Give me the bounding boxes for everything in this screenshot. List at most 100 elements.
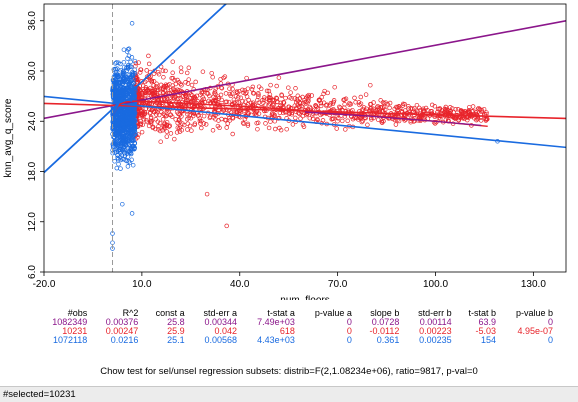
data-point [438, 116, 443, 122]
data-point [118, 166, 123, 171]
data-point [131, 107, 136, 113]
data-point [224, 125, 229, 130]
data-point [279, 92, 284, 97]
stats-header-cell: const a [155, 308, 185, 318]
data-point [130, 94, 136, 100]
data-point [234, 89, 240, 94]
data-point [199, 125, 204, 131]
data-point [375, 117, 381, 122]
data-point [200, 69, 206, 74]
data-point [152, 92, 158, 97]
data-point [176, 111, 181, 117]
data-point [467, 104, 472, 110]
data-point [170, 70, 175, 76]
stats-cell: 0.0216 [110, 335, 139, 345]
data-point [380, 100, 386, 105]
data-point [251, 91, 257, 96]
stats-header-cell: std-err a [203, 308, 237, 318]
data-point [228, 93, 233, 99]
data-point [136, 95, 142, 100]
stats-cell: 4.95e-07 [517, 326, 553, 336]
data-point [276, 75, 282, 80]
data-point [154, 100, 160, 106]
data-point [240, 120, 246, 126]
data-point [309, 93, 315, 98]
data-point [177, 119, 183, 125]
data-point [155, 119, 161, 124]
data-point [201, 113, 207, 119]
data-point [131, 146, 137, 152]
stats-header-cell: p-value a [314, 308, 352, 318]
stats-cell: 154 [480, 335, 496, 345]
regression-line [44, 4, 228, 174]
stats-header-cell: R^2 [122, 308, 139, 318]
data-point [394, 104, 399, 110]
data-point [246, 111, 251, 116]
data-point [288, 90, 293, 95]
data-point [192, 97, 197, 102]
regression-lines [44, 4, 566, 272]
data-point [429, 102, 435, 108]
stats-cell: 0 [547, 317, 553, 327]
data-point [132, 127, 137, 132]
data-point [148, 114, 154, 120]
data-point [117, 109, 123, 114]
data-point [162, 112, 167, 118]
data-point [410, 106, 415, 112]
data-point [459, 108, 464, 114]
data-point [470, 104, 476, 109]
data-point [369, 117, 374, 122]
data-point [485, 116, 490, 122]
data-point [310, 116, 316, 122]
data-point [272, 112, 278, 118]
stats-header-cell: t-stat b [468, 308, 496, 318]
data-point [124, 151, 130, 156]
regression-stats-table: #obs R^2 const a std-err a t-stat a p-value a… [36, 309, 556, 345]
data-point [162, 84, 167, 89]
data-point [400, 103, 406, 108]
data-point [129, 211, 135, 216]
data-point [241, 90, 246, 96]
data-point [217, 125, 222, 131]
scatter-plot[interactable]: -20.0 10.0 40.0 70.0 100.0 130.0 6.0 12.0 18.0 24… [0, 0, 578, 300]
data-point [155, 85, 160, 91]
data-point [140, 83, 146, 89]
stats-cell: 25.1 [167, 335, 185, 345]
data-point [443, 104, 449, 110]
x-tick-label: 130.0 [521, 279, 546, 290]
data-point [272, 98, 277, 103]
data-point [164, 119, 170, 125]
data-point [168, 131, 174, 136]
data-point [130, 128, 136, 134]
data-point [121, 92, 127, 98]
chow-test-text: Chow test for sel/unsel regression subse… [100, 366, 478, 377]
data-point [115, 152, 120, 158]
data-point [299, 104, 304, 109]
data-point [186, 65, 192, 71]
data-point [318, 103, 324, 109]
data-point [175, 77, 180, 83]
data-point [245, 123, 251, 128]
data-point [117, 82, 123, 87]
data-point [169, 75, 174, 81]
data-point [138, 121, 144, 126]
data-point [223, 91, 229, 96]
data-point [298, 116, 303, 121]
data-point [219, 116, 224, 122]
data-point [146, 61, 152, 67]
data-point [244, 75, 249, 81]
y-tick-label: 30.0 [27, 61, 38, 81]
data-point [260, 97, 265, 103]
stats-cell: 618 [279, 326, 295, 336]
data-point [115, 155, 120, 161]
stats-cell: -0.0112 [369, 326, 400, 336]
stats-cell: 25.8 [167, 317, 185, 327]
data-point [170, 59, 176, 64]
data-point [290, 122, 296, 127]
data-point [393, 122, 399, 127]
data-point [378, 98, 383, 103]
data-point [223, 99, 228, 105]
data-point [300, 122, 306, 128]
data-point [130, 117, 136, 122]
x-tick-label: 10.0 [132, 279, 152, 290]
